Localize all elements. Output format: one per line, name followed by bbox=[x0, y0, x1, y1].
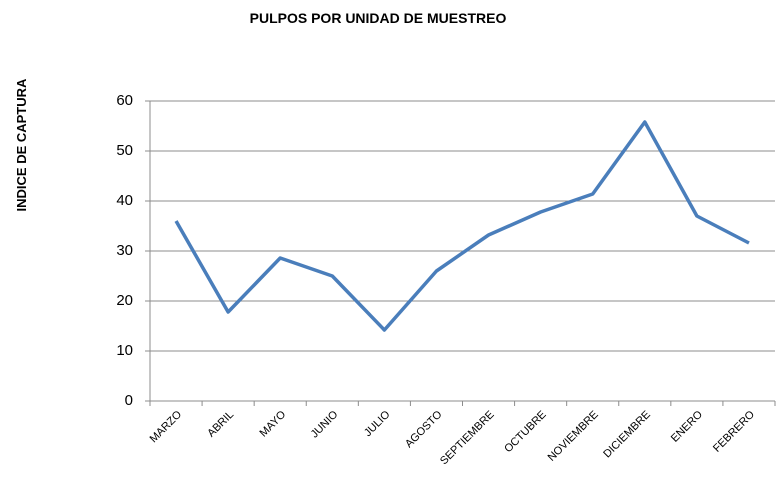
x-tick-label: OCTUBRE bbox=[502, 409, 549, 456]
y-tick-label: 30 bbox=[116, 242, 133, 259]
x-tick-label: MAYO bbox=[258, 408, 289, 439]
x-tick-label: FEBRERO bbox=[711, 408, 757, 454]
x-tick-label: SEPTIEMBRE bbox=[438, 409, 497, 468]
x-tick-label: DICIEMBRE bbox=[601, 409, 653, 461]
x-tick-label: ENERO bbox=[669, 408, 705, 444]
x-tick-label: MARZO bbox=[148, 408, 185, 445]
y-tick-label: 10 bbox=[116, 342, 133, 359]
x-tick-label: NOVIEMBRE bbox=[546, 409, 601, 464]
x-tick-label: JUNIO bbox=[309, 408, 341, 440]
y-tick-label: 20 bbox=[116, 292, 133, 309]
x-tick-label: AGOSTO bbox=[403, 408, 445, 450]
y-axis-label: INDICE DE CAPTURA bbox=[14, 78, 29, 212]
x-tick-label: ABRIL bbox=[205, 409, 236, 440]
y-tick-label: 50 bbox=[116, 142, 133, 159]
x-tick-label: JULIO bbox=[362, 408, 393, 439]
y-tick-label: 60 bbox=[116, 92, 133, 109]
y-tick-label: 0 bbox=[125, 392, 133, 409]
y-tick-label: 40 bbox=[116, 192, 133, 209]
data-line bbox=[174, 120, 750, 332]
chart-title: PULPOS POR UNIDAD DE MUESTREO bbox=[250, 10, 507, 26]
